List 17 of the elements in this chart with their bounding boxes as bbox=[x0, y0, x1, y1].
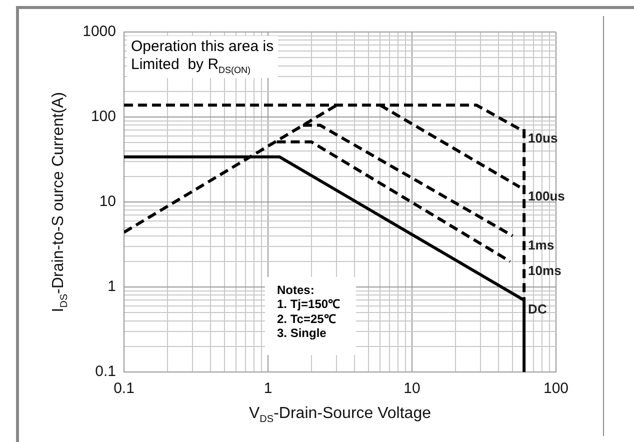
series-label: 1ms bbox=[528, 237, 554, 252]
x-tick-label: 100 bbox=[543, 380, 569, 398]
y-tick-label: 1000 bbox=[82, 23, 116, 40]
annotation: Operation this area is Limited by R$_{DS(ON)}$ bbox=[127, 36, 278, 78]
series-label: 100us bbox=[528, 188, 565, 204]
series-label: 10us bbox=[528, 130, 558, 146]
y-tick-label: 100 bbox=[90, 108, 116, 126]
x-tick-label: 1 bbox=[264, 380, 272, 398]
x-tick-label: 10 bbox=[404, 380, 420, 398]
x-axis-title: V$_{DS}$-Drain-Source Voltage bbox=[249, 405, 431, 426]
series-label: 10ms bbox=[528, 262, 562, 278]
x-tick-label: 0.1 bbox=[114, 380, 134, 398]
series-label: DC bbox=[528, 302, 548, 317]
y-tick-label: 10 bbox=[99, 193, 116, 210]
annotation: Notes: 1. Tj=150℃ 2. Tc=25℃ 3. Single bbox=[265, 277, 356, 355]
y-tick-label: 0.1 bbox=[95, 363, 116, 380]
y-tick-label: 1 bbox=[108, 278, 116, 296]
